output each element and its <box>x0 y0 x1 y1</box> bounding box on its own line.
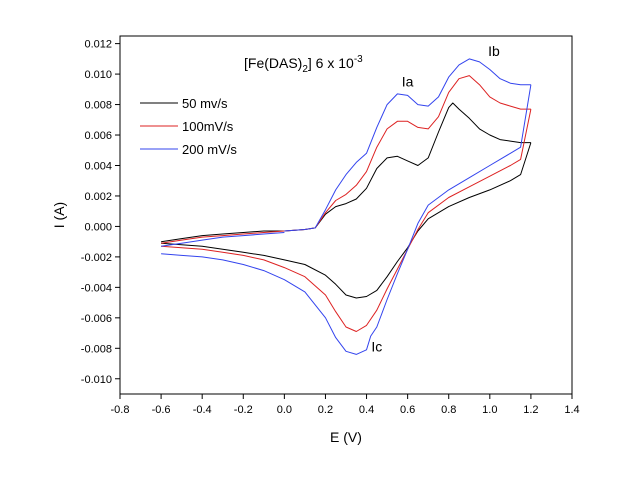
chart-title-superscript: -3 <box>354 54 363 65</box>
series-line-1-cathodic <box>161 108 532 332</box>
plot-frame <box>119 35 573 395</box>
series-line-0-cathodic <box>161 142 532 299</box>
x-tick-label: -0.2 <box>234 404 253 416</box>
series-line-1-anodic <box>284 75 531 232</box>
y-tick-label: -0.002 <box>81 252 112 264</box>
legend-label-100: 100mV/s <box>182 119 234 134</box>
series-line-0-return <box>161 230 285 243</box>
chart-title-subscript: 2 <box>302 64 308 75</box>
y-tick-label: 0.006 <box>84 130 112 142</box>
legend-label-50: 50 mv/s <box>182 96 228 111</box>
legend: 50 mv/s 100mV/s 200 mV/s <box>140 96 237 157</box>
series-line-1-return <box>161 230 285 244</box>
y-tick-label: 0.012 <box>84 39 112 51</box>
x-axis-label: E (V) <box>330 429 362 445</box>
x-tick-label: 0.0 <box>277 404 292 416</box>
y-tick-label: -0.004 <box>81 282 112 294</box>
series-line-2-cathodic <box>161 84 532 355</box>
x-tick-label: 1.4 <box>564 404 579 416</box>
series-line-2-return <box>161 232 285 247</box>
axis-ticks: -0.8 -0.6 -0.4 -0.2 0.0 0.2 0.4 0.6 0.8 1.0 1.2 1.4… <box>81 39 580 416</box>
series-line-0-anodic <box>284 102 531 232</box>
chart-title-middle: ] 6 x 10 <box>308 55 354 71</box>
y-axis-label: I (A) <box>51 202 67 228</box>
y-tick-label: 0.008 <box>84 100 112 112</box>
x-tick-label: -0.8 <box>111 404 130 416</box>
y-tick-label: 0.004 <box>84 160 112 172</box>
y-tick-label: 0.000 <box>84 221 112 233</box>
x-tick-label: 0.6 <box>400 404 415 416</box>
x-tick-label: 1.0 <box>482 404 497 416</box>
chart-title-prefix: [Fe(DAS) <box>244 55 302 71</box>
chart-title: [Fe(DAS)2] 6 x 10-3 <box>244 54 363 75</box>
legend-label-200: 200 mV/s <box>182 142 237 157</box>
series-lines <box>161 58 532 355</box>
x-tick-label: 0.8 <box>441 404 456 416</box>
y-tick-label: 0.002 <box>84 191 112 203</box>
x-tick-label: 0.2 <box>318 404 333 416</box>
peak-label-ib: Ib <box>488 43 500 59</box>
series-line-2-anodic <box>284 58 531 232</box>
y-tick-label: -0.008 <box>81 343 112 355</box>
peak-label-ia: Ia <box>402 73 414 89</box>
x-tick-label: -0.4 <box>193 404 212 416</box>
y-tick-label: -0.006 <box>81 313 112 325</box>
y-tick-label: -0.010 <box>81 374 112 386</box>
x-tick-label: 0.4 <box>359 404 374 416</box>
peak-label-ic: Ic <box>371 338 382 354</box>
x-tick-label: -0.6 <box>152 404 171 416</box>
y-tick-label: 0.010 <box>84 69 112 81</box>
x-tick-label: 1.2 <box>523 404 538 416</box>
